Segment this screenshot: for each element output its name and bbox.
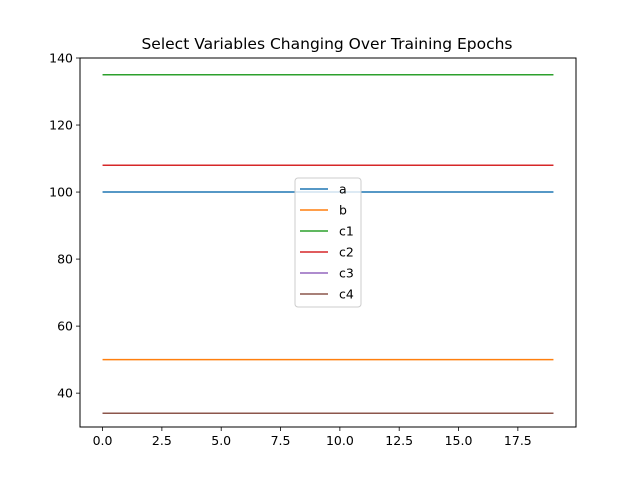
x-tick-label: 17.5	[504, 433, 532, 448]
x-tick-label: 7.5	[271, 433, 291, 448]
x-tick-label: 10.0	[326, 433, 354, 448]
legend-label-c1: c1	[339, 224, 354, 239]
x-tick-label: 0.0	[93, 433, 113, 448]
legend-label-a: a	[339, 182, 347, 197]
y-tick-label: 140	[49, 51, 73, 66]
chart-title: Select Variables Changing Over Training …	[141, 35, 512, 53]
x-tick-label: 12.5	[385, 433, 413, 448]
y-tick-label: 100	[49, 185, 73, 200]
legend-label-c4: c4	[339, 287, 354, 302]
legend-label-c3: c3	[339, 266, 354, 281]
legend-label-c2: c2	[339, 245, 354, 260]
x-tick-label: 5.0	[211, 433, 231, 448]
y-tick-label: 120	[49, 118, 73, 133]
x-axis: 0.0 2.5 5.0 7.5 10.0 12.5 15.0 17.5	[93, 427, 532, 448]
y-tick-label: 40	[57, 386, 73, 401]
series-layer	[102, 74, 554, 415]
x-tick-label: 2.5	[152, 433, 172, 448]
y-axis: 40 60 80 100 120 140	[49, 51, 80, 401]
y-tick-label: 80	[57, 252, 73, 267]
y-tick-label: 60	[57, 319, 73, 334]
x-tick-label: 15.0	[445, 433, 473, 448]
plot-frame	[79, 57, 577, 428]
legend-label-b: b	[339, 203, 347, 218]
legend: ab c1 c2 c3 c4	[294, 177, 362, 308]
